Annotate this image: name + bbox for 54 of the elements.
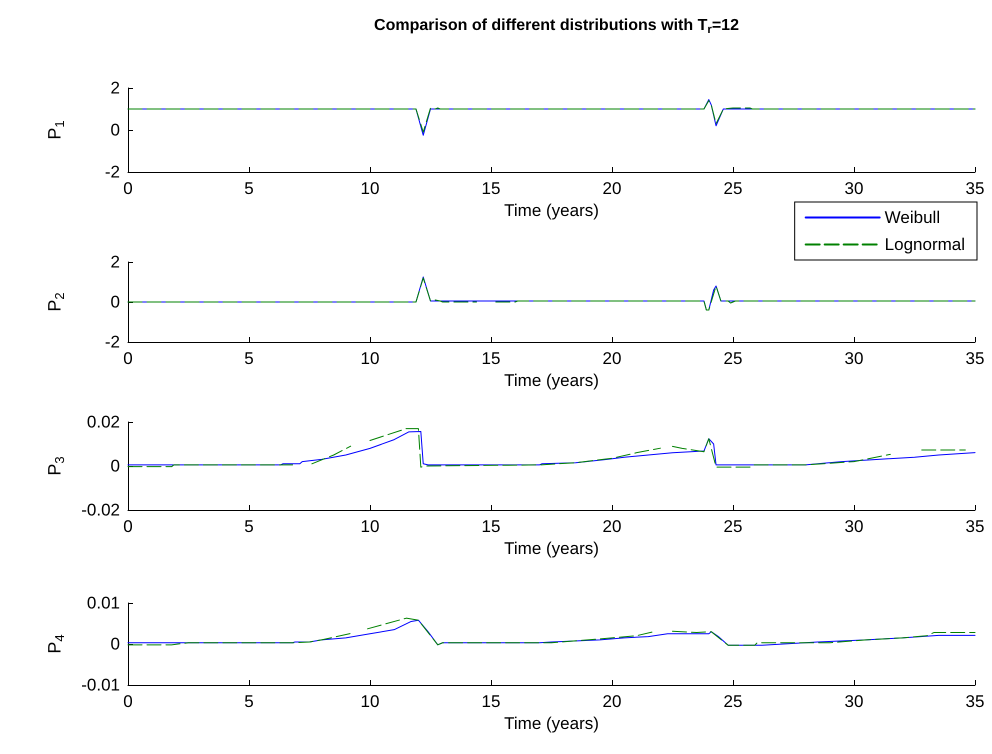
x-tick-label: 20 (602, 349, 622, 368)
x-axis-title: Time (years) (504, 371, 599, 390)
x-tick-label: 10 (360, 349, 380, 368)
x-tick-label: 10 (360, 179, 380, 198)
x-tick-label: 10 (360, 692, 380, 711)
x-tick-label: 30 (844, 517, 864, 536)
x-tick-label: 5 (244, 349, 254, 368)
x-tick-label: 35 (966, 692, 984, 711)
x-tick-label: 0 (123, 517, 133, 536)
x-tick-label: 25 (724, 692, 742, 711)
y-tick-label: -0.02 (81, 500, 120, 520)
x-tick-label: 35 (966, 517, 984, 536)
x-tick-label: 20 (602, 692, 622, 711)
x-tick-label: 5 (244, 517, 254, 536)
legend-label: Weibull (884, 208, 940, 227)
x-tick-label: 5 (244, 179, 254, 198)
y-tick-label: -2 (104, 332, 120, 352)
x-tick-label: 30 (844, 349, 864, 368)
legend-label: Lognormal (884, 235, 965, 254)
x-tick-label: 30 (844, 179, 864, 198)
y-tick-label: 0.02 (86, 412, 120, 432)
x-tick-label: 5 (244, 692, 254, 711)
x-tick-label: 15 (482, 349, 500, 368)
x-tick-label: 25 (724, 517, 742, 536)
y-tick-label: 0 (110, 292, 120, 312)
x-tick-label: 15 (482, 517, 500, 536)
y-tick-label: -2 (104, 162, 120, 182)
x-tick-label: 20 (602, 179, 622, 198)
x-tick-label: 0 (123, 179, 133, 198)
y-tick-label: -0.01 (81, 676, 120, 694)
y-axis-title: P4 (44, 634, 67, 654)
x-tick-label: 25 (724, 349, 742, 368)
y-axis-title: P1 (44, 120, 67, 140)
y-axis-title: P3 (44, 456, 67, 476)
y-tick-label: 2 (110, 78, 120, 98)
x-tick-label: 25 (724, 179, 742, 198)
y-axis-title: P2 (44, 292, 67, 312)
y-tick-label: 0.01 (86, 594, 120, 612)
x-tick-label: 20 (602, 517, 622, 536)
x-tick-label: 0 (123, 692, 133, 711)
y-tick-label: 0 (110, 634, 120, 654)
x-tick-label: 15 (482, 692, 500, 711)
y-tick-label: 0 (110, 120, 120, 140)
x-tick-label: 30 (844, 692, 864, 711)
x-axis-title: Time (years) (504, 539, 599, 558)
x-tick-label: 10 (360, 517, 380, 536)
x-tick-label: 35 (966, 179, 984, 198)
x-axis-title: Time (years) (504, 714, 599, 733)
x-axis-title: Time (years) (504, 201, 599, 220)
x-tick-label: 0 (123, 349, 133, 368)
y-tick-label: 0 (110, 456, 120, 476)
y-tick-label: 2 (110, 252, 120, 272)
x-tick-label: 15 (482, 179, 500, 198)
x-tick-label: 35 (966, 349, 984, 368)
